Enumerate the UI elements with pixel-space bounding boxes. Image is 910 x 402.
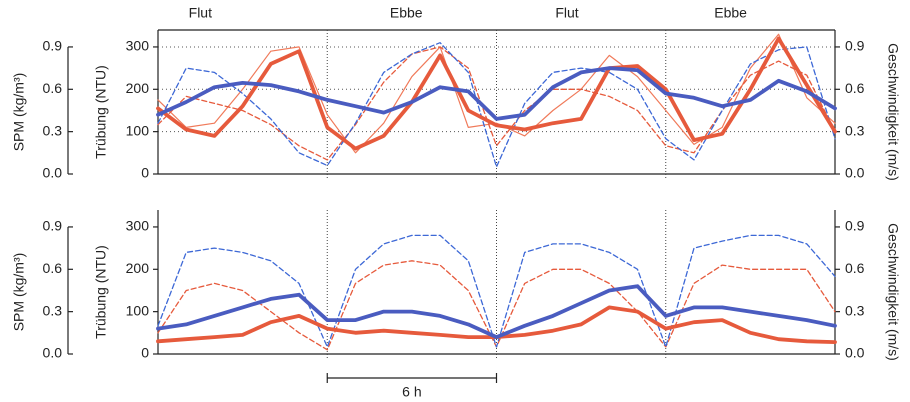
series-line xyxy=(156,284,837,339)
y2-tick-label: 0.9 xyxy=(845,218,865,234)
series-line xyxy=(156,66,837,121)
y-tick-label: 100 xyxy=(126,302,150,318)
y-tick-label: 100 xyxy=(126,122,150,138)
y-tick-label: 200 xyxy=(126,260,150,276)
y2-tick-label: 0.0 xyxy=(845,345,865,361)
y3-tick-label: 0.9 xyxy=(43,218,63,234)
tide-label: Ebbe xyxy=(390,5,423,21)
y3-axis-title: SPM (kg/m³) xyxy=(11,253,27,332)
y3-tick-label: 0.3 xyxy=(43,302,63,318)
y3-tick-label: 0.3 xyxy=(43,122,63,138)
y-axis-title: Trübung (NTU) xyxy=(93,65,109,159)
series-line xyxy=(157,46,836,161)
y2-tick-label: 0.6 xyxy=(845,260,865,276)
scale-bar-label: 6 h xyxy=(402,384,421,400)
series-line xyxy=(157,42,836,168)
series-line xyxy=(157,234,836,348)
tide-label: Flut xyxy=(555,5,578,21)
y2-tick-label: 0.9 xyxy=(845,38,865,54)
y3-tick-label: 0.6 xyxy=(43,260,63,276)
y3-tick-label: 0.9 xyxy=(43,38,63,54)
tide-label: Flut xyxy=(189,5,212,21)
y-axis-title: Trübung (NTU) xyxy=(93,245,109,339)
y3-tick-label: 0.6 xyxy=(43,80,63,96)
y2-tick-label: 0.6 xyxy=(845,80,865,96)
y2-tick-label: 0.3 xyxy=(845,302,865,318)
y-tick-label: 0 xyxy=(141,165,149,181)
y-tick-label: 0 xyxy=(141,345,149,361)
y3-tick-label: 0.0 xyxy=(43,165,63,181)
tide-label: Ebbe xyxy=(714,5,747,21)
y2-axis-title: Geschwindigkeit (m/s) xyxy=(885,43,901,181)
y2-tick-label: 0.3 xyxy=(845,122,865,138)
y2-tick-label: 0.0 xyxy=(845,165,865,181)
y3-axis-title: SPM (kg/m³) xyxy=(11,73,27,152)
y-tick-label: 200 xyxy=(126,80,150,96)
y2-axis-title: Geschwindigkeit (m/s) xyxy=(885,223,901,361)
y3-tick-label: 0.0 xyxy=(43,345,63,361)
y-tick-label: 300 xyxy=(126,218,150,234)
y-tick-label: 300 xyxy=(126,38,150,54)
series-line xyxy=(156,36,837,151)
